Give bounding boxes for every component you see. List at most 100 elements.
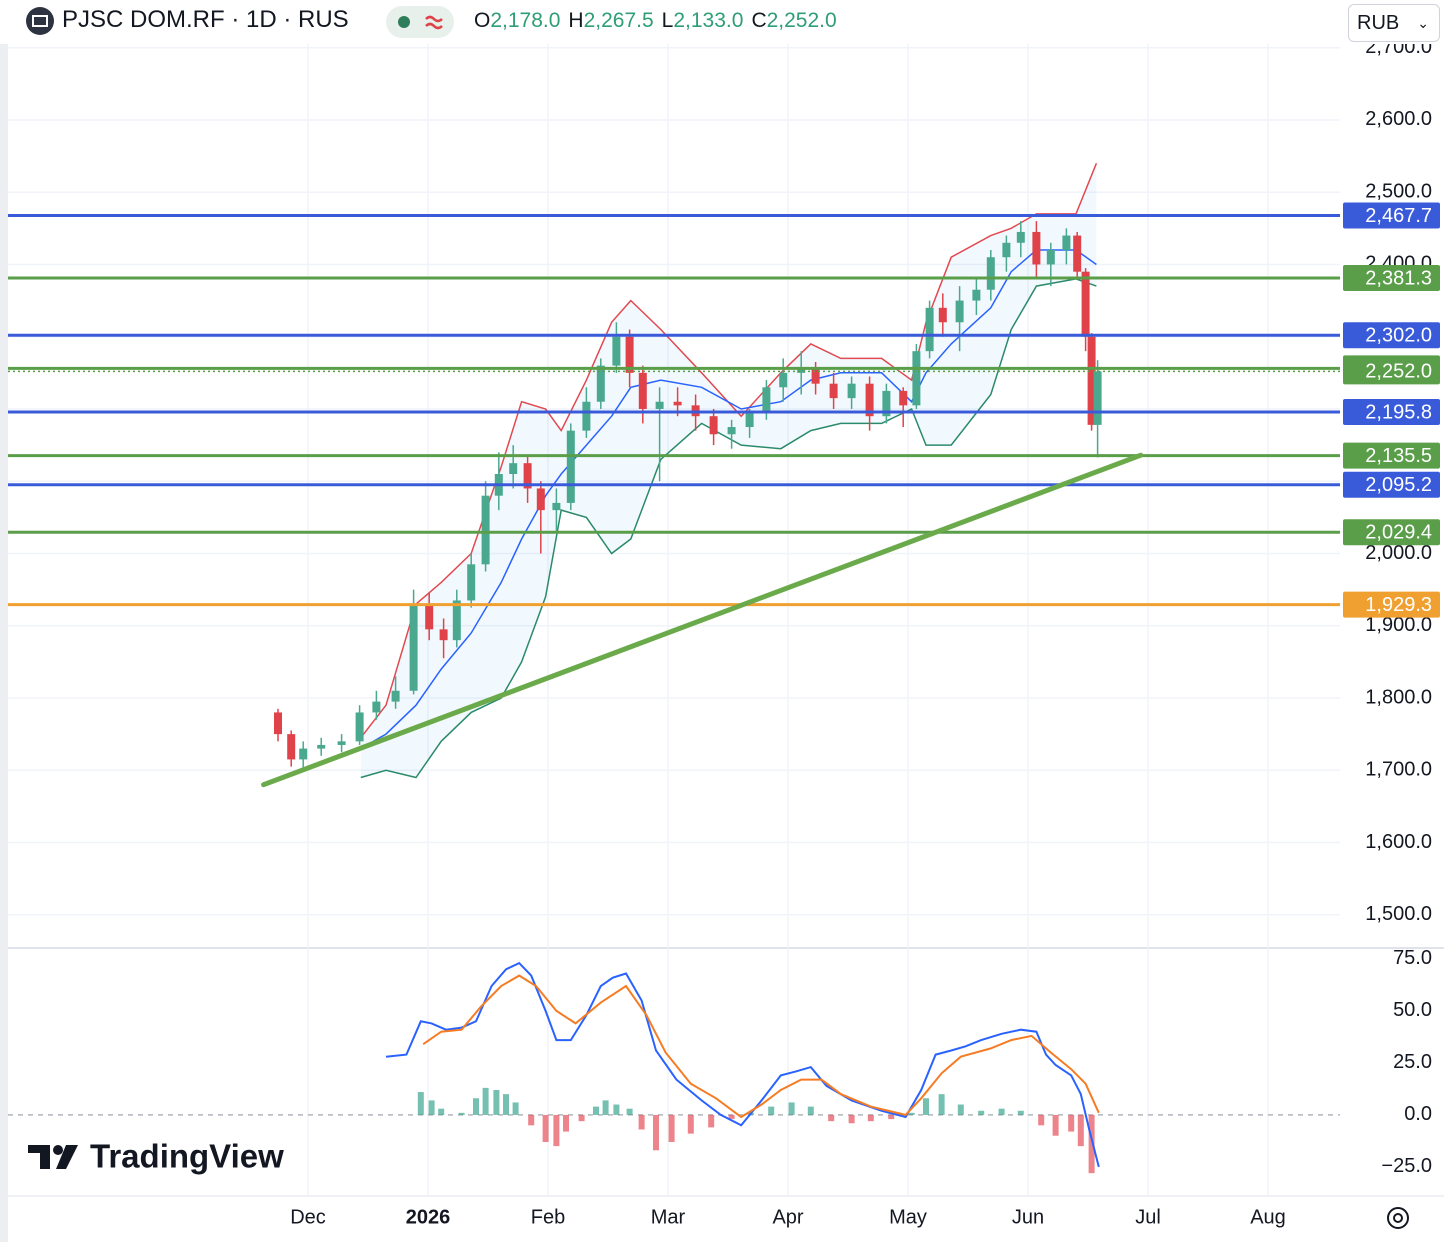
y-tick-label: 2,000.0 — [1365, 542, 1432, 564]
histogram-bar — [728, 1114, 735, 1120]
candle-body — [925, 307, 934, 352]
band-fill — [360, 163, 1097, 778]
level-label-box — [1343, 202, 1440, 229]
histogram-bar — [458, 1112, 465, 1115]
candle-body — [625, 336, 634, 373]
histogram-bar — [938, 1094, 945, 1115]
histogram-bar — [653, 1114, 659, 1151]
x-tick-label: Mar — [651, 1206, 686, 1228]
histogram-bar — [1017, 1110, 1024, 1115]
histogram-bar — [563, 1114, 569, 1132]
candle-body — [596, 365, 605, 402]
candle-body — [638, 372, 647, 409]
currency-text: RUB — [1357, 12, 1400, 34]
level-label: 2,381.3 — [1365, 267, 1432, 289]
ohlc-key: L — [661, 9, 674, 32]
histogram-bar — [828, 1114, 835, 1122]
symbol-icon — [26, 7, 54, 35]
histogram-bar — [503, 1094, 509, 1115]
delay-icon — [425, 15, 443, 30]
band-middle — [360, 249, 1097, 750]
histogram-bar — [438, 1108, 445, 1115]
candle-body — [372, 701, 381, 713]
market-dot — [398, 16, 410, 28]
histogram-bar — [613, 1104, 620, 1115]
candle-body — [409, 604, 418, 691]
level-label: 2,095.2 — [1365, 474, 1432, 496]
candle-body — [811, 369, 820, 384]
logo-glyph-dot — [53, 1145, 63, 1155]
x-tick-label: Feb — [531, 1206, 565, 1228]
histogram-bar — [417, 1092, 424, 1115]
histogram-bar — [923, 1098, 929, 1115]
candle-body — [582, 401, 591, 431]
histogram-bar — [807, 1106, 814, 1115]
x-tick-label: Apr — [772, 1206, 803, 1228]
histogram-bar — [978, 1110, 985, 1115]
left-border — [0, 0, 8, 1242]
ohlc-value: 2,252.0 — [766, 9, 837, 32]
histogram-bar — [493, 1089, 500, 1115]
histogram-bar — [482, 1087, 489, 1115]
candle-body — [938, 307, 947, 323]
candle-body — [1062, 235, 1071, 251]
histogram-bar — [528, 1114, 535, 1126]
ohlc-key: O — [474, 9, 491, 32]
ohlc-value: 2,267.5 — [583, 9, 654, 32]
macd-line — [385, 961, 1100, 1168]
status-pill[interactable] — [386, 6, 454, 38]
histogram-bar — [626, 1108, 633, 1115]
logo-glyph-v — [56, 1145, 78, 1169]
candle-body — [355, 712, 364, 742]
candle-body — [1002, 242, 1011, 258]
level-label-box — [1343, 358, 1440, 385]
level-label: 2,252.0 — [1365, 361, 1432, 383]
settings-icon[interactable] — [1387, 1207, 1409, 1229]
candle-body — [912, 351, 921, 406]
level-label: 2,467.7 — [1365, 205, 1432, 227]
candle-body — [536, 488, 545, 511]
ohlc: O2,178.0 H2,267.5 L2,133.0 C2,252.0 — [466, 9, 837, 33]
histogram-bar — [428, 1100, 435, 1115]
candle-body — [467, 564, 476, 601]
candle-body — [1087, 336, 1096, 425]
logo: TradingView — [28, 1138, 284, 1175]
histogram-bar — [578, 1114, 585, 1122]
histogram-bar — [1052, 1114, 1059, 1136]
candle-body — [317, 744, 326, 749]
candle-body — [673, 401, 682, 406]
histogram-bar — [687, 1114, 694, 1134]
candle-body — [287, 734, 296, 760]
ohlc-value: 2,133.0 — [673, 9, 744, 32]
histogram-bar — [602, 1100, 609, 1115]
y-tick-label: −25.0 — [1381, 1155, 1432, 1177]
y-tick-label: 2,500.0 — [1365, 180, 1432, 202]
candle-body — [274, 712, 282, 735]
histogram-bar — [998, 1108, 1005, 1115]
candle-body — [439, 629, 448, 641]
candle-body — [762, 387, 771, 413]
y-tick-label: 1,800.0 — [1365, 686, 1432, 708]
y-tick-label: 75.0 — [1393, 947, 1432, 969]
histogram-bar — [888, 1114, 895, 1120]
currency-select[interactable]: RUB ⌄ — [1348, 4, 1440, 42]
symbol-logo-mark — [32, 15, 48, 27]
histogram-bar — [1077, 1114, 1084, 1147]
level-label: 2,029.4 — [1365, 522, 1432, 544]
x-tick-label: May — [889, 1206, 927, 1228]
histogram-bar — [768, 1106, 775, 1115]
candle-body — [829, 383, 838, 399]
histogram-bar — [512, 1102, 519, 1115]
y-tick-label: 1,700.0 — [1365, 759, 1432, 781]
histogram-bar — [957, 1104, 964, 1115]
level-label-box — [1343, 442, 1440, 469]
trendline — [261, 452, 1144, 788]
histogram-bar — [1038, 1114, 1045, 1126]
candle-body — [779, 372, 788, 388]
y-tick-label: 1,500.0 — [1365, 903, 1432, 925]
histogram-bar — [593, 1106, 599, 1115]
ohlc-value: 2,178.0 — [490, 9, 561, 32]
level-label-box — [1343, 264, 1440, 291]
